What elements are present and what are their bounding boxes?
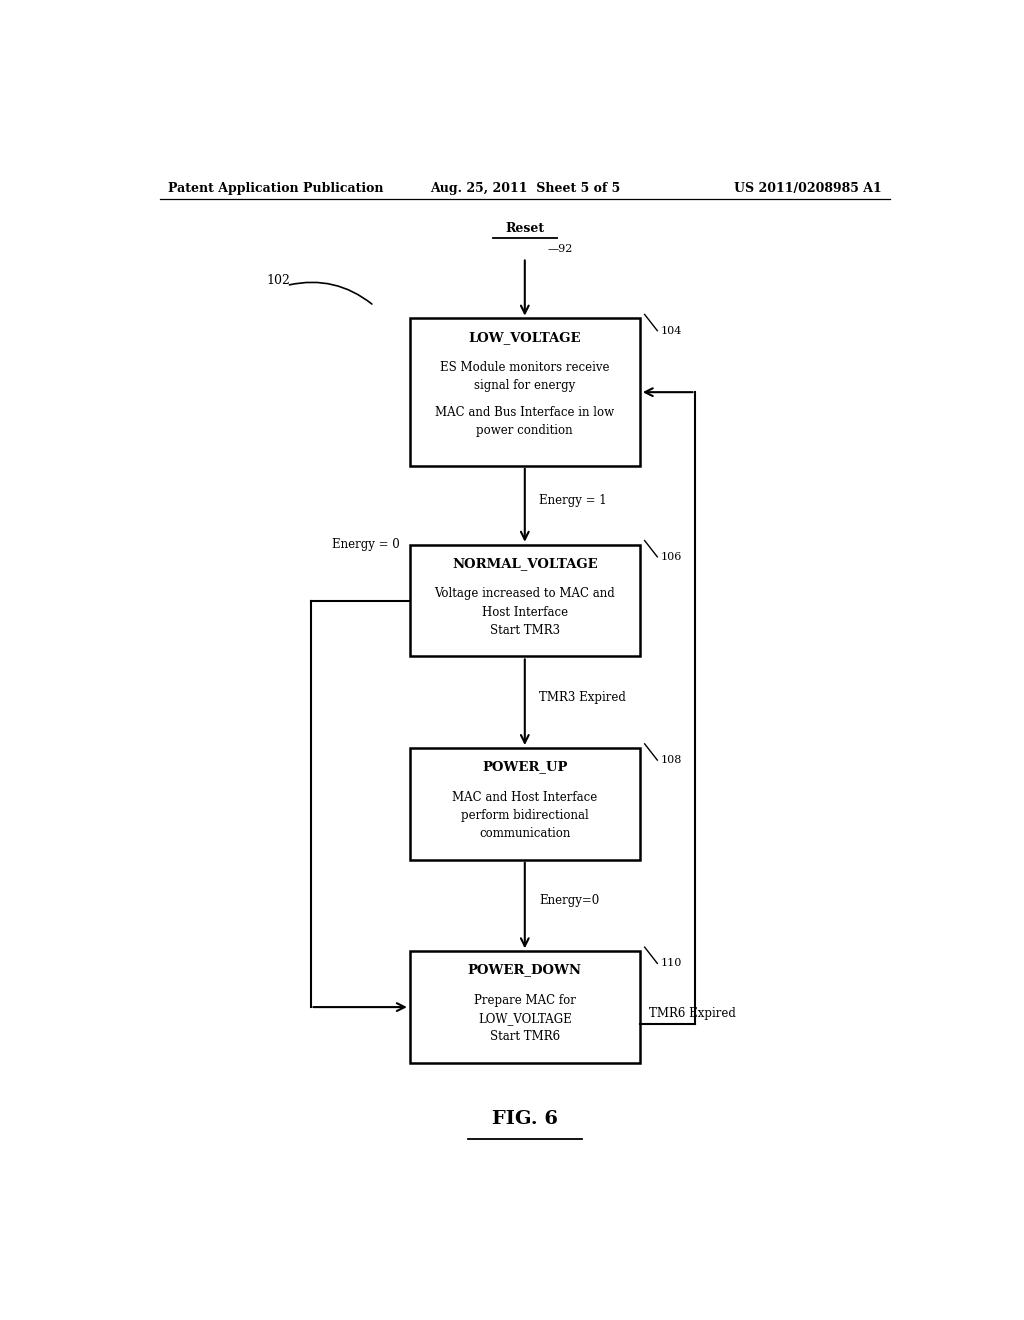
Text: 108: 108 bbox=[660, 755, 682, 766]
Text: communication: communication bbox=[479, 828, 570, 841]
Bar bbox=[410, 318, 640, 466]
Text: Reset: Reset bbox=[505, 222, 545, 235]
Text: POWER_DOWN: POWER_DOWN bbox=[468, 964, 582, 977]
Text: Start TMR6: Start TMR6 bbox=[489, 1031, 560, 1044]
Text: Energy = 0: Energy = 0 bbox=[333, 539, 400, 552]
Text: POWER_UP: POWER_UP bbox=[482, 760, 567, 774]
Text: Aug. 25, 2011  Sheet 5 of 5: Aug. 25, 2011 Sheet 5 of 5 bbox=[430, 182, 620, 195]
Text: 104: 104 bbox=[660, 326, 682, 335]
Bar bbox=[410, 952, 640, 1063]
Text: perform bidirectional: perform bidirectional bbox=[461, 809, 589, 822]
Text: 106: 106 bbox=[660, 552, 682, 562]
Text: FIG. 6: FIG. 6 bbox=[492, 1110, 558, 1127]
Text: Energy = 1: Energy = 1 bbox=[539, 494, 606, 507]
Text: NORMAL_VOLTAGE: NORMAL_VOLTAGE bbox=[452, 557, 598, 570]
Text: ES Module monitors receive: ES Module monitors receive bbox=[440, 362, 609, 374]
Text: MAC and Bus Interface in low: MAC and Bus Interface in low bbox=[435, 405, 614, 418]
Text: Energy=0: Energy=0 bbox=[539, 894, 599, 907]
Text: Voltage increased to MAC and: Voltage increased to MAC and bbox=[434, 587, 615, 601]
Text: LOW_VOLTAGE: LOW_VOLTAGE bbox=[478, 1012, 571, 1026]
Bar bbox=[410, 545, 640, 656]
Text: US 2011/0208985 A1: US 2011/0208985 A1 bbox=[734, 182, 882, 195]
Text: signal for energy: signal for energy bbox=[474, 379, 575, 392]
Bar bbox=[410, 748, 640, 859]
Text: Start TMR3: Start TMR3 bbox=[489, 624, 560, 638]
Text: LOW_VOLTAGE: LOW_VOLTAGE bbox=[469, 331, 581, 343]
Text: TMR6 Expired: TMR6 Expired bbox=[649, 1007, 736, 1020]
Text: —92: —92 bbox=[547, 244, 572, 255]
Text: 110: 110 bbox=[660, 958, 682, 969]
Text: TMR3 Expired: TMR3 Expired bbox=[539, 690, 626, 704]
Text: Prepare MAC for: Prepare MAC for bbox=[474, 994, 575, 1007]
Text: Host Interface: Host Interface bbox=[481, 606, 568, 619]
Text: 102: 102 bbox=[267, 273, 291, 286]
Text: power condition: power condition bbox=[476, 424, 573, 437]
Text: Patent Application Publication: Patent Application Publication bbox=[168, 182, 383, 195]
Text: MAC and Host Interface: MAC and Host Interface bbox=[453, 791, 597, 804]
